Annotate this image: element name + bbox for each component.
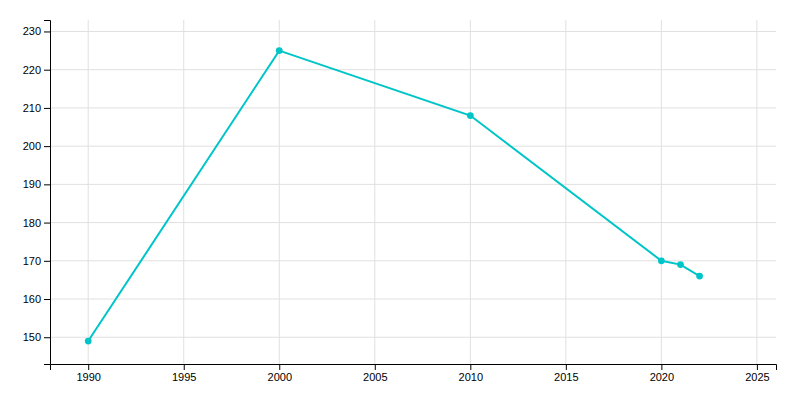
x-axis-tick: 2015 (554, 364, 578, 383)
x-axis-tick-mark (470, 364, 471, 370)
y-axis-tick: 220 (23, 64, 50, 76)
x-axis-tick-label: 2005 (363, 371, 387, 383)
y-grid-line (50, 299, 776, 300)
data-point (658, 257, 665, 264)
y-grid-line (50, 69, 776, 70)
y-axis-tick-label: 160 (23, 293, 41, 305)
y-axis-tick-mark (44, 70, 50, 71)
x-axis-tick: 1995 (172, 364, 196, 383)
x-axis-tick-mark (88, 364, 89, 370)
y-grid-line (50, 31, 776, 32)
x-axis-tick: 2005 (363, 364, 387, 383)
x-grid-line (565, 20, 566, 364)
y-axis-tick: 210 (23, 102, 50, 114)
y-axis-tick-mark (44, 261, 50, 262)
x-grid-line (183, 20, 184, 364)
y-axis-tick: 180 (23, 217, 50, 229)
x-grid-line (279, 20, 280, 364)
x-axis-tick: 2000 (268, 364, 292, 383)
y-axis-tick-mark (44, 337, 50, 338)
y-axis-tick-label: 190 (23, 178, 41, 190)
x-axis-tick-label: 2025 (745, 371, 769, 383)
x-axis-tick-label: 1990 (76, 371, 100, 383)
data-point (696, 273, 703, 280)
x-axis-tick-mark (661, 364, 662, 370)
y-axis-tick-mark (44, 299, 50, 300)
x-grid-line (88, 20, 89, 364)
x-axis-tick: 2010 (459, 364, 483, 383)
x-axis-tick-mark (279, 364, 280, 370)
y-axis-tick-label: 220 (23, 64, 41, 76)
y-axis-tick: 170 (23, 255, 50, 267)
y-axis-tick: 160 (23, 293, 50, 305)
y-grid-line (50, 222, 776, 223)
y-axis-tick-mark (44, 223, 50, 224)
grid (50, 20, 776, 364)
x-axis-tick-label: 1995 (172, 371, 196, 383)
x-grid-line (470, 20, 471, 364)
y-axis-tick-mark (44, 184, 50, 185)
x-axis-tick-mark (566, 364, 567, 370)
y-axis-line (44, 21, 51, 365)
y-grid-line (50, 337, 776, 338)
x-axis-tick-label: 2010 (459, 371, 483, 383)
x-grid-line (661, 20, 662, 364)
y-axis-tick-mark (44, 108, 50, 109)
y-axis-tick-label: 200 (23, 140, 41, 152)
x-axis-tick-mark (184, 364, 185, 370)
x-axis-tick: 2025 (745, 364, 769, 383)
x-grid-line (374, 20, 375, 364)
data-point (276, 47, 283, 54)
y-axis-tick: 200 (23, 140, 50, 152)
data-point (677, 261, 684, 268)
x-axis-tick: 2020 (650, 364, 674, 383)
x-axis-tick: 1990 (76, 364, 100, 383)
y-axis-tick-label: 150 (23, 331, 41, 343)
data-point (85, 338, 92, 345)
y-axis-tick-mark (44, 31, 50, 32)
data-line (88, 51, 699, 341)
data-point (467, 112, 474, 119)
y-axis-tick-label: 230 (23, 25, 41, 37)
y-axis: 150 160 170 180 190 200 210 220 230 (23, 21, 51, 365)
data-layer (85, 47, 703, 344)
x-axis: 1990 1995 2000 2005 2010 2015 2020 2025 (51, 364, 777, 383)
y-axis-tick: 230 (23, 25, 50, 37)
plot-area: 1990 1995 2000 2005 2010 2015 2020 2025 150 160 17… (23, 20, 777, 383)
y-grid-line (50, 184, 776, 185)
y-axis-tick-mark (44, 146, 50, 147)
chart-svg: 1990 1995 2000 2005 2010 2015 2020 2025 150 160 17… (0, 0, 800, 400)
x-axis-tick-label: 2015 (554, 371, 578, 383)
x-grid-line (756, 20, 757, 364)
y-axis-tick: 190 (23, 178, 50, 190)
x-axis-tick-mark (757, 364, 758, 370)
x-axis-tick-label: 2000 (268, 371, 292, 383)
x-axis-tick-mark (375, 364, 376, 370)
y-axis-tick: 150 (23, 331, 50, 343)
x-axis-line (51, 365, 777, 371)
y-grid-line (50, 107, 776, 108)
y-axis-tick-label: 170 (23, 255, 41, 267)
x-axis-tick-label: 2020 (650, 371, 674, 383)
y-grid-line (50, 146, 776, 147)
y-axis-tick-label: 210 (23, 102, 41, 114)
y-axis-tick-label: 180 (23, 217, 41, 229)
